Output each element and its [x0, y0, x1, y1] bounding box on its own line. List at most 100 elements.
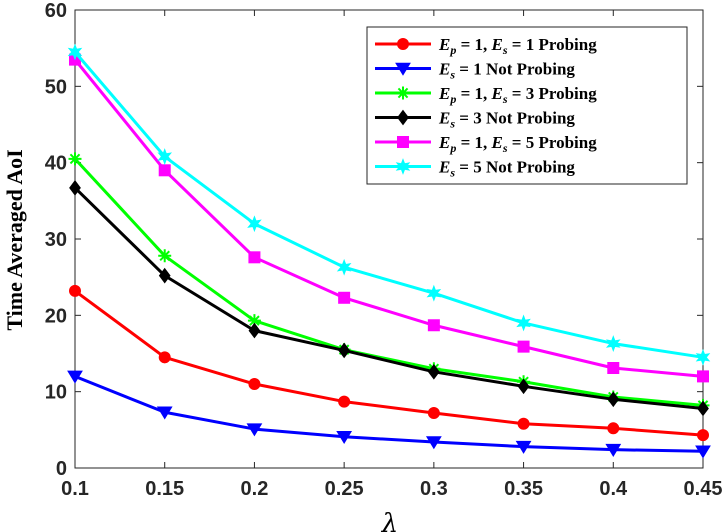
- data-point: [69, 180, 81, 196]
- legend-text-part: = 5: [508, 133, 539, 152]
- data-point: [427, 319, 440, 332]
- series-line: [74, 289, 704, 437]
- data-point: [158, 164, 171, 177]
- data-point: [605, 443, 622, 457]
- legend-subscript: s: [449, 68, 455, 82]
- legend-marker: [397, 109, 409, 126]
- legend-text-part: Not Probing: [486, 109, 575, 128]
- x-tick-label: 0.25: [325, 478, 364, 500]
- series-4: [69, 180, 709, 417]
- legend-subscript: s: [449, 117, 455, 131]
- data-point: [248, 251, 261, 264]
- data-point: [336, 258, 352, 276]
- data-point: [517, 340, 530, 353]
- data-point: [605, 335, 621, 352]
- x-tick-label: 0.2: [241, 478, 269, 500]
- data-point: [336, 430, 353, 444]
- y-tick-label: 0: [56, 458, 67, 480]
- y-tick-label: 60: [45, 0, 67, 22]
- data-point: [158, 249, 172, 263]
- data-point: [697, 370, 709, 383]
- legend-var: E: [438, 158, 450, 177]
- data-point: [158, 351, 171, 364]
- series-line: [74, 375, 704, 453]
- y-axis-title: Time Averaged AoI: [2, 149, 27, 330]
- data-point: [338, 342, 351, 359]
- legend-entry: Es = 1 Not Probing: [375, 60, 575, 82]
- legend-var: E: [438, 109, 450, 128]
- legend-subscript: s: [502, 43, 508, 57]
- legend-marker: [397, 38, 409, 50]
- legend-marker: [397, 136, 409, 148]
- series-line: [73, 186, 704, 410]
- x-tick-label: 0.45: [684, 478, 723, 500]
- data-point: [425, 436, 442, 450]
- data-point: [697, 400, 709, 417]
- legend-box: [366, 26, 688, 185]
- legend-marker: [395, 158, 411, 175]
- legend-text-part: = 3: [455, 109, 486, 128]
- data-point: [695, 348, 711, 366]
- legend-subscript: p: [449, 141, 456, 155]
- legend-entry: Ep = 1, Es = 5 Probing: [375, 133, 597, 155]
- legend-var: E: [438, 133, 450, 152]
- series-2: [67, 370, 711, 459]
- legend-text-part: Probing: [538, 35, 597, 54]
- legend-subscript: s: [449, 166, 455, 180]
- legend-var: E: [491, 84, 503, 103]
- legend-var: E: [438, 84, 450, 103]
- legend-text-part: = 1,: [456, 84, 491, 103]
- data-point: [607, 422, 620, 435]
- y-tick-label: 30: [45, 229, 67, 251]
- x-tick-label: 0.3: [420, 478, 448, 500]
- legend-text-part: Not Probing: [486, 158, 575, 177]
- data-point: [247, 215, 262, 233]
- data-point: [247, 314, 261, 328]
- legend-label: Ep = 1, Es = 5 Probing: [438, 133, 597, 155]
- data-point: [427, 407, 440, 420]
- data-point: [157, 148, 173, 165]
- x-tick-label: 0.35: [504, 478, 543, 500]
- data-point: [607, 362, 620, 375]
- legend-marker: [396, 86, 410, 100]
- legend-var: E: [438, 35, 450, 54]
- y-tick-label: 10: [45, 382, 67, 404]
- series-layer: [67, 43, 711, 459]
- legend-text-part: = 1: [455, 60, 486, 79]
- legend-label: Ep = 1, Es = 1 Probing: [438, 35, 597, 57]
- series-1: [69, 284, 709, 442]
- y-tick-label: 40: [45, 153, 67, 175]
- data-point: [156, 406, 173, 420]
- legend-label: Es = 1 Not Probing: [438, 60, 575, 82]
- data-point: [158, 267, 171, 284]
- legend-text-part: = 1,: [456, 35, 491, 54]
- data-point: [338, 395, 351, 408]
- x-tick-label: 0.1: [61, 478, 89, 500]
- data-point: [517, 417, 530, 430]
- series-line: [73, 51, 704, 359]
- legend-text-part: = 3: [508, 84, 539, 103]
- legend-label: Es = 3 Not Probing: [438, 109, 575, 131]
- y-tick-label: 50: [45, 76, 67, 98]
- x-axis-title: λ: [381, 509, 398, 532]
- legend-entry: Es = 3 Not Probing: [375, 109, 575, 131]
- legend-subscript: s: [502, 92, 508, 106]
- data-point: [67, 370, 83, 384]
- legend-label: Ep = 1, Es = 3 Probing: [438, 84, 597, 106]
- legend-subscript: s: [502, 141, 508, 155]
- data-point: [426, 284, 442, 302]
- legend-subscript: p: [449, 43, 456, 57]
- data-point: [68, 152, 82, 166]
- legend-text-part: Probing: [538, 133, 597, 152]
- legend-var: E: [491, 133, 503, 152]
- x-axis-ticks: 0.1 0.15 0.2 0.25 0.3 0.35 0.4 0.45: [61, 10, 722, 500]
- data-point: [246, 423, 263, 437]
- legend-text-part: Not Probing: [486, 60, 575, 79]
- legend-subscript: p: [449, 92, 456, 106]
- data-point: [695, 445, 711, 459]
- data-point: [248, 378, 261, 391]
- legend-text-part: = 1: [508, 35, 539, 54]
- data-point: [516, 314, 531, 332]
